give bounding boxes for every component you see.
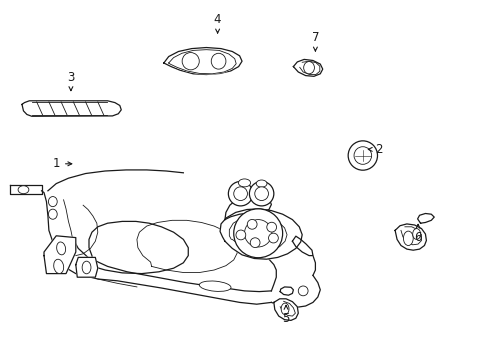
Polygon shape	[22, 101, 121, 116]
Circle shape	[347, 141, 377, 170]
Ellipse shape	[238, 179, 250, 187]
Polygon shape	[76, 257, 98, 277]
Ellipse shape	[82, 261, 91, 274]
Polygon shape	[10, 185, 41, 194]
Polygon shape	[44, 236, 76, 274]
Circle shape	[298, 286, 307, 296]
Polygon shape	[220, 209, 302, 259]
Text: 1: 1	[52, 157, 72, 170]
Polygon shape	[394, 224, 426, 250]
Ellipse shape	[199, 281, 230, 291]
Ellipse shape	[18, 186, 29, 194]
Text: 6: 6	[413, 224, 421, 244]
Polygon shape	[293, 59, 322, 76]
Polygon shape	[168, 50, 236, 74]
Circle shape	[254, 187, 268, 201]
Ellipse shape	[48, 209, 57, 219]
Ellipse shape	[182, 53, 199, 70]
Ellipse shape	[403, 231, 412, 246]
Circle shape	[233, 187, 247, 201]
Ellipse shape	[211, 53, 225, 69]
Polygon shape	[224, 194, 271, 220]
Text: 3: 3	[67, 71, 75, 91]
Polygon shape	[273, 299, 298, 320]
Circle shape	[228, 181, 252, 206]
Circle shape	[266, 222, 276, 232]
Polygon shape	[417, 213, 433, 223]
Circle shape	[244, 220, 271, 247]
Ellipse shape	[54, 259, 63, 274]
Text: 2: 2	[367, 143, 382, 156]
Ellipse shape	[57, 242, 65, 255]
Circle shape	[236, 230, 245, 240]
Circle shape	[247, 220, 257, 229]
Polygon shape	[292, 236, 312, 256]
Text: 5: 5	[282, 305, 289, 325]
Circle shape	[233, 209, 282, 258]
Ellipse shape	[303, 62, 314, 74]
Ellipse shape	[412, 229, 420, 239]
Polygon shape	[163, 48, 242, 75]
Text: 4: 4	[213, 13, 221, 33]
Ellipse shape	[48, 197, 57, 207]
Circle shape	[353, 147, 371, 164]
Ellipse shape	[281, 303, 288, 315]
Circle shape	[249, 181, 273, 206]
Circle shape	[268, 233, 278, 243]
Ellipse shape	[256, 180, 266, 187]
Polygon shape	[280, 287, 293, 295]
Circle shape	[250, 238, 260, 248]
Text: 7: 7	[311, 31, 319, 51]
